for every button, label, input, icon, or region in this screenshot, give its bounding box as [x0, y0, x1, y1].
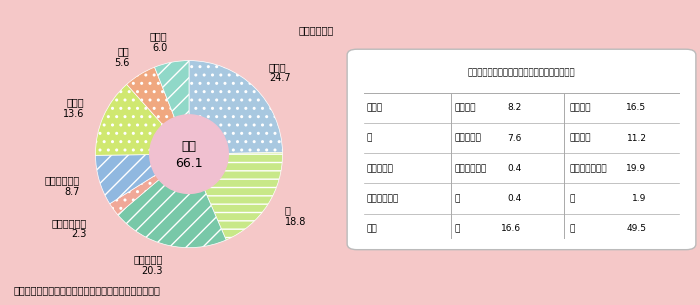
Text: 8.2: 8.2	[508, 103, 522, 112]
Text: 合計: 合計	[367, 224, 377, 233]
Text: その他の親族: その他の親族	[367, 194, 399, 203]
Text: 0.4: 0.4	[508, 164, 522, 173]
Text: 1.9: 1.9	[632, 194, 647, 203]
Text: 子: 子	[367, 134, 372, 143]
Text: 別居の家族等
8.7: 別居の家族等 8.7	[44, 175, 80, 197]
Text: 7.6: 7.6	[507, 134, 522, 143]
Wedge shape	[110, 154, 189, 215]
Text: 49.5: 49.5	[626, 224, 647, 233]
Text: 男（娘の夫）: 男（娘の夫）	[454, 164, 486, 173]
Wedge shape	[189, 61, 283, 154]
Wedge shape	[189, 152, 283, 240]
Text: 女（息子の妻）: 女（息子の妻）	[569, 164, 607, 173]
Text: 配偶者
24.7: 配偶者 24.7	[269, 62, 290, 84]
Text: 子
18.8: 子 18.8	[285, 205, 307, 227]
Text: （単位：％）: （単位：％）	[299, 25, 334, 35]
Circle shape	[150, 115, 228, 193]
Text: 女（妻）: 女（妻）	[569, 103, 591, 112]
Text: 男: 男	[454, 194, 459, 203]
Text: 11.2: 11.2	[626, 134, 647, 143]
Wedge shape	[95, 154, 189, 204]
Text: 配偶者: 配偶者	[367, 103, 383, 112]
Text: 66.1: 66.1	[175, 157, 203, 170]
Text: 不詳
5.6: 不詳 5.6	[113, 46, 129, 68]
Text: 同居: 同居	[181, 140, 197, 153]
Text: 女: 女	[569, 224, 575, 233]
Text: 16.5: 16.5	[626, 103, 647, 112]
Text: 同居の家族等介護者の男女別内訳（単位：％）: 同居の家族等介護者の男女別内訳（単位：％）	[468, 68, 575, 77]
Text: 0.4: 0.4	[508, 194, 522, 203]
Text: 16.6: 16.6	[501, 224, 522, 233]
Text: 男（夫）: 男（夫）	[454, 103, 475, 112]
Wedge shape	[127, 67, 189, 154]
FancyBboxPatch shape	[347, 49, 696, 250]
Text: 資料：厚生労働省『国民生活基礎調査』（平成１６年）: 資料：厚生労働省『国民生活基礎調査』（平成１６年）	[14, 285, 161, 295]
Text: 女: 女	[569, 194, 575, 203]
Wedge shape	[118, 154, 226, 248]
Text: その他の親族
2.3: その他の親族 2.3	[52, 218, 87, 239]
Text: 男（息子）: 男（息子）	[454, 134, 481, 143]
Text: 19.9: 19.9	[626, 164, 647, 173]
Text: その他
6.0: その他 6.0	[150, 31, 167, 53]
Text: 男: 男	[454, 224, 459, 233]
Text: 女（娘）: 女（娘）	[569, 134, 591, 143]
Text: 子の配偶者
20.3: 子の配偶者 20.3	[134, 254, 163, 276]
Text: 子の配偶者: 子の配偶者	[367, 164, 393, 173]
Wedge shape	[95, 84, 189, 155]
Wedge shape	[155, 61, 189, 154]
Text: 事業者
13.6: 事業者 13.6	[63, 97, 85, 119]
